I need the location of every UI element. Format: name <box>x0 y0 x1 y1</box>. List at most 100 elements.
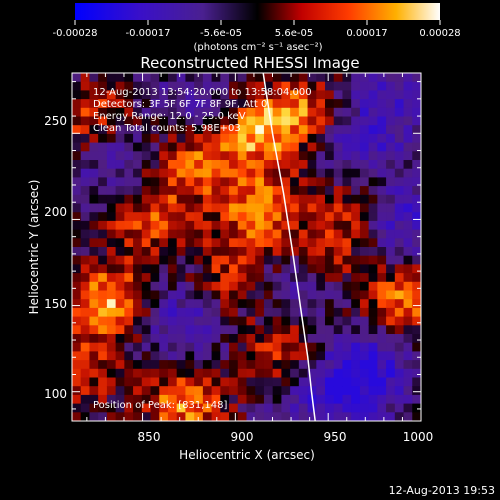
heatmap-cell <box>290 299 300 309</box>
heatmap-cell <box>263 168 274 178</box>
heatmap-cell <box>272 325 282 335</box>
heatmap-cell <box>115 212 125 222</box>
heatmap-cell <box>272 377 282 387</box>
heatmap-cell <box>263 160 274 170</box>
heatmap-cell <box>150 377 160 387</box>
heatmap-cell <box>150 186 160 196</box>
heatmap-cell <box>159 168 169 178</box>
heatmap-cell <box>290 412 300 421</box>
heatmap-cell <box>412 290 421 300</box>
heatmap-cell <box>263 351 274 361</box>
heatmap-cell <box>307 412 317 421</box>
heatmap-cell <box>185 212 195 222</box>
heatmap-cell <box>377 186 387 196</box>
heatmap-cell <box>290 307 300 318</box>
heatmap-cell <box>394 81 405 91</box>
heatmap-cell <box>359 116 370 126</box>
heatmap-cell <box>89 177 99 187</box>
heatmap-cell <box>106 220 117 231</box>
heatmap-cell <box>307 160 317 170</box>
heatmap-cell <box>377 116 387 126</box>
heatmap-cell <box>202 351 213 361</box>
heatmap-cell <box>412 281 421 292</box>
heatmap-cell <box>176 133 187 144</box>
heatmap-cell <box>316 133 326 144</box>
heatmap-cell <box>115 290 125 300</box>
colorbar-tick-label: -0.00028 <box>53 28 98 39</box>
heatmap-cell <box>325 316 335 326</box>
heatmap-cell <box>80 203 91 213</box>
heatmap-cell <box>316 229 326 239</box>
heatmap-cell <box>211 194 221 205</box>
heatmap-cell <box>316 316 326 326</box>
heatmap-cell <box>368 386 378 396</box>
heatmap-cell <box>72 412 82 421</box>
heatmap-cell <box>281 307 291 318</box>
heatmap-cell <box>359 142 370 152</box>
heatmap-cell <box>298 142 309 152</box>
heatmap-cell <box>281 342 291 352</box>
heatmap-cell <box>124 325 134 335</box>
heatmap-cell <box>386 386 396 396</box>
heatmap-cell <box>124 186 134 196</box>
heatmap-cell <box>272 177 282 187</box>
heatmap-cell <box>80 368 91 379</box>
heatmap-cell <box>115 220 125 231</box>
heatmap-cell <box>255 238 265 248</box>
heatmap-cell <box>272 238 282 248</box>
heatmap-cell <box>115 186 125 196</box>
heatmap-cell <box>333 81 344 91</box>
heatmap-cell <box>412 325 421 335</box>
heatmap-cell <box>386 351 396 361</box>
heatmap-cell <box>185 386 195 396</box>
heatmap-cell <box>72 220 82 231</box>
heatmap-cell <box>150 81 160 91</box>
heatmap-cell <box>351 290 361 300</box>
heatmap-cell <box>281 264 291 274</box>
colorbar-unit: (photons cm⁻² s⁻¹ asec⁻²) <box>193 42 322 53</box>
heatmap-cell <box>141 90 152 100</box>
heatmap-cell <box>141 168 152 178</box>
heatmap-cell <box>229 203 239 213</box>
heatmap-cell <box>246 351 256 361</box>
heatmap-cell <box>106 177 117 187</box>
heatmap-cell <box>141 116 152 126</box>
heatmap-cell <box>386 273 396 283</box>
heatmap-cell <box>98 177 108 187</box>
heatmap-cell <box>246 264 256 274</box>
heatmap-cell <box>133 290 143 300</box>
heatmap-cell <box>298 107 309 118</box>
heatmap-cell <box>229 90 239 100</box>
heatmap-cell <box>106 151 117 161</box>
heatmap-cell <box>255 325 265 335</box>
heatmap-cell <box>386 368 396 379</box>
heatmap-cell <box>359 107 370 118</box>
heatmap-cell <box>412 229 421 239</box>
heatmap-cell <box>229 273 239 283</box>
heatmap-cell <box>394 220 405 231</box>
heatmap-cell <box>281 334 291 344</box>
heatmap-cell <box>272 255 282 265</box>
heatmap-cell <box>316 386 326 396</box>
heatmap-cell <box>412 360 421 370</box>
heatmap-cell <box>185 194 195 205</box>
heatmap-cell <box>325 125 335 135</box>
heatmap-cell <box>412 220 421 231</box>
heatmap-cell <box>202 107 213 118</box>
heatmap-cell <box>89 290 99 300</box>
heatmap-cell <box>307 316 317 326</box>
heatmap-cell <box>141 194 152 205</box>
heatmap-cell <box>386 247 396 257</box>
heatmap-cell <box>237 151 248 161</box>
heatmap-cell <box>263 368 274 379</box>
heatmap-cell <box>237 377 248 387</box>
heatmap-cell <box>106 142 117 152</box>
heatmap-cell <box>333 142 344 152</box>
heatmap-cell <box>80 325 91 335</box>
heatmap-cell <box>202 377 213 387</box>
heatmap-cell <box>359 99 370 109</box>
heatmap-cell <box>150 394 160 405</box>
heatmap-cell <box>325 90 335 100</box>
heatmap-cell <box>325 255 335 265</box>
heatmap-cell <box>412 403 421 413</box>
